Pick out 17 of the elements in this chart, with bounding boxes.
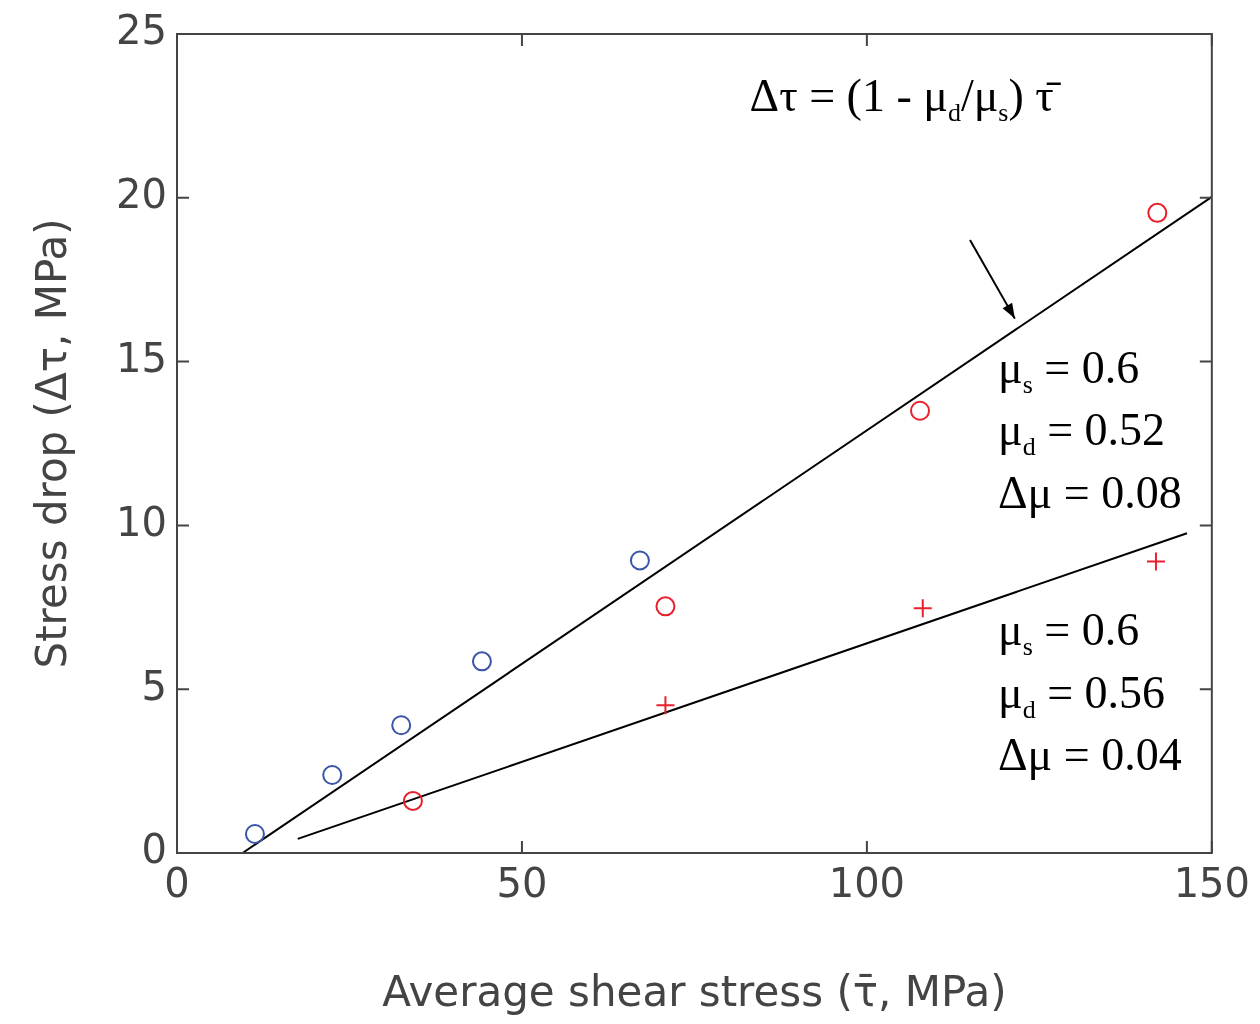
annotation: Δμ = 0.04 — [997, 728, 1182, 780]
x-tick-label: 100 — [828, 860, 906, 907]
x-axis-title: Average shear stress (τ̄, MPa) — [382, 966, 1007, 1016]
annotation: μ$_{s}$ = 0.6 — [997, 604, 1140, 662]
y-tick-label: 15 — [116, 334, 167, 381]
y-tick-label: 5 — [141, 662, 167, 709]
y-tick-label: 20 — [116, 171, 167, 218]
y-axis-title: Stress drop (Δτ, MPa) — [27, 218, 77, 669]
annotation: μ$_{d}$ = 0.52 — [997, 404, 1166, 462]
x-tick-label: 50 — [496, 860, 548, 907]
y-tick-label: 10 — [116, 498, 167, 545]
annotation: μ$_{s}$ = 0.6 — [997, 342, 1140, 400]
x-tick-label: 150 — [1173, 860, 1251, 907]
annotation: Δμ = 0.08 — [997, 466, 1182, 518]
annotation: μ$_{d}$ = 0.56 — [997, 666, 1166, 724]
y-tick-label: 0 — [141, 826, 167, 873]
y-tick-label: 25 — [116, 7, 167, 54]
